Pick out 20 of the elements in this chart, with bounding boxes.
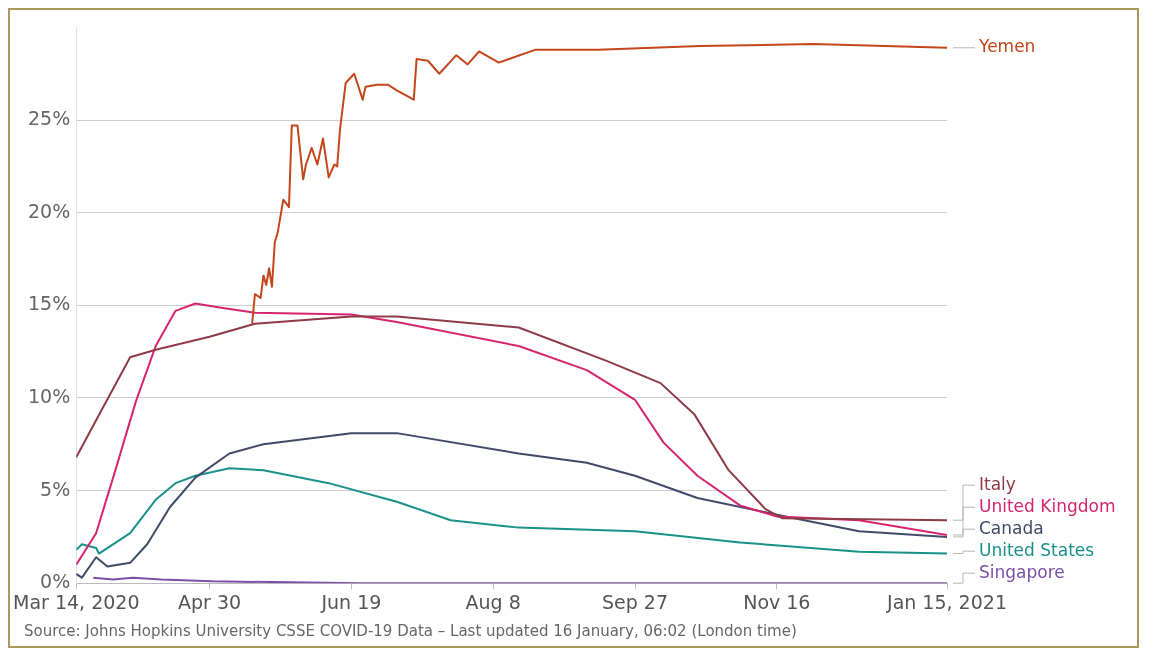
x-tick-label: Apr 30 (178, 590, 242, 613)
y-tick-label: 25% (28, 106, 71, 129)
text: Italy (979, 473, 1016, 494)
x-tick-label: Mar 14, 2020 (13, 590, 140, 613)
x-tick-label: Aug 8 (465, 590, 521, 613)
x-tick-label: Jan 15, 2021 (886, 590, 1007, 613)
series-label: United States (979, 539, 1095, 560)
y-tick-label: 5% (40, 477, 71, 500)
x-tick-label: Jun 19 (320, 590, 382, 613)
y-tick-label: 15% (28, 292, 71, 315)
y-tick-label: 0% (40, 570, 71, 593)
series-label: Yemen (978, 36, 1036, 57)
x-tick-label: Sep 27 (601, 590, 669, 613)
y-tick-label: 20% (28, 199, 71, 222)
text: United Kingdom (979, 495, 1116, 516)
series-label: Singapore (979, 561, 1065, 582)
x-tick-label: Nov 16 (743, 590, 811, 613)
y-tick-label: 10% (28, 384, 71, 407)
source-note: Source: Johns Hopkins University CSSE COVID-19 Data – Last updated 16 January, 06:02 (London time) (23, 622, 798, 642)
series-label: Canada (979, 517, 1044, 538)
